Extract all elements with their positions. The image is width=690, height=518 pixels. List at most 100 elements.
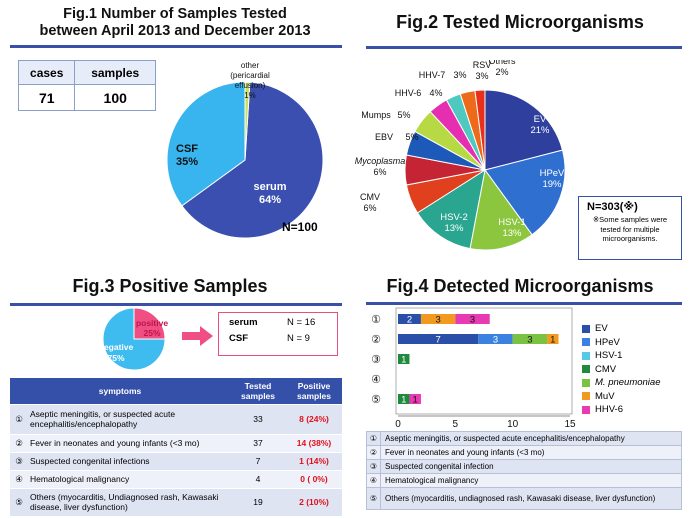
positive-count: 8 (24%) [286, 404, 342, 435]
fig4-legend-item: HHV-6 [582, 403, 660, 417]
fig3-count-row: serum N = 16 [219, 313, 337, 330]
row-number: ① [366, 431, 381, 446]
row-number: ② [10, 434, 26, 453]
fig4-bar-value: 1 [550, 335, 555, 346]
fig2-title: Fig.2 Tested Microorganisms [396, 12, 644, 32]
fig4-tick-label: 5 [453, 419, 459, 430]
fig2-label-ebv: EBV [375, 132, 393, 142]
fig3-pct-negative: 75% [107, 353, 124, 363]
fig4-legend-swatch [582, 338, 590, 347]
positive-count: 1 (14%) [286, 452, 342, 471]
fig4-underline [366, 302, 682, 305]
fig2-pct-hsv-1: 13% [502, 228, 522, 239]
fig2-pct-mycoplasma: 6% [373, 167, 386, 177]
symptom-text: Aseptic meningitis, or suspected acute e… [26, 404, 230, 435]
fig2-label-cmv: CMV [360, 192, 380, 202]
table-row: ② Fever in neonates and young infants (<3… [366, 445, 682, 460]
fig3-slice-positive [133, 307, 166, 340]
fig2-label-mumps: Mumps [361, 110, 391, 120]
table-row: ③ Suspected congenital infection [366, 459, 682, 474]
fig4-bar-value: 7 [435, 335, 440, 346]
fig4-legend-item: EV [582, 322, 660, 336]
positive-count: 2 (10%) [286, 488, 342, 517]
tested-count: 37 [230, 434, 286, 453]
fig2-slice-hsv-1 [469, 168, 533, 251]
fig3-symptoms-table: symptoms Tested samples Positive samples… [10, 378, 342, 517]
fig1-label-other-line2: (pericardial [230, 71, 270, 80]
fig4-bar-cmv [398, 354, 410, 364]
fig3-header-positive: Positive samples [286, 378, 342, 405]
fig2-pct-hhv-6: 4% [429, 88, 442, 98]
fig2-pct-ebv: 5% [405, 132, 418, 142]
fig2-pct-hhv-7: 3% [453, 70, 466, 80]
fig1-header-samples: samples [74, 60, 156, 85]
fig4-legend-label: HSV-1 [595, 350, 623, 362]
fig3-count-value-serum: N = 16 [287, 317, 316, 328]
fig4-legend-item: HPeV [582, 336, 660, 350]
table-row: ③ Suspected congenital infections 7 1 (14%) [10, 452, 342, 471]
fig2-n-label: N=303(※) [587, 201, 638, 213]
fig2-pct-rsv: 3% [475, 71, 488, 81]
table-row: ⑤ Others (myocarditis, Undiagnosed rash, … [10, 488, 342, 517]
row-number: ③ [366, 459, 381, 474]
row-number: ① [10, 404, 26, 435]
tested-count: 7 [230, 452, 286, 471]
fig4-bar-value: 3 [527, 335, 532, 346]
fig4-bar-value: 1 [413, 395, 418, 406]
fig3-count-label-csf: CSF [229, 333, 248, 344]
fig1-n-label: N=100 [282, 220, 318, 234]
fig3-title: Fig.3 Positive Samples [72, 276, 268, 296]
fig2-label-mycoplasma: Mycoplasma [355, 156, 406, 166]
fig4-bar-value: 3 [435, 315, 440, 326]
fig3-header-symptoms: symptoms [10, 378, 230, 405]
table-row: ④ Hematological malignancy 4 0 ( 0%) [10, 470, 342, 489]
fig2-pct-ev: 21% [530, 125, 550, 136]
fig3-count-value-csf: N = 9 [287, 333, 310, 344]
fig2-slice-ev [484, 89, 564, 171]
fig4-legend-label: HPeV [595, 336, 620, 348]
fig1-pct-csf: 35% [176, 156, 198, 168]
fig4-tick-label: 15 [564, 419, 576, 430]
fig3-count-row: CSF N = 9 [219, 330, 337, 346]
symptom-text: Others (myocarditis, Undiagnosed rash, K… [26, 488, 230, 517]
fig1-slice-csf [166, 81, 246, 207]
fig1-title: Fig.1 Number of Samples Tested between A… [10, 6, 340, 40]
symptom-text: Suspected congenital infection [380, 459, 682, 474]
fig2-underline [366, 46, 682, 49]
fig1-slice-serum [181, 81, 324, 239]
fig4-legend-label: CMV [595, 363, 617, 375]
fig2-label-ev: EV [534, 114, 547, 125]
fig1-pct-serum: 64% [259, 194, 281, 206]
fig2-slice-hsv-2 [416, 168, 486, 250]
fig4-symptoms-table: ① Aseptic meningitis, or suspected acute … [366, 431, 682, 510]
fig2-pct-hpev: 19% [542, 179, 562, 190]
fig4-bar-hhv-6 [455, 314, 490, 324]
fig2-note-box: N=303(※) ※Some samples were tested for m… [578, 196, 682, 260]
fig4-plot-frame [395, 307, 573, 415]
fig4-bar-value: 3 [470, 315, 475, 326]
positive-count: 14 (38%) [286, 434, 342, 453]
tested-count: 19 [230, 488, 286, 517]
row-number: ④ [366, 473, 381, 488]
fig3-label-positive: positive [136, 318, 168, 328]
fig1-title-line1: Fig.1 Number of Samples Tested [63, 6, 287, 22]
fig3-header-tested: Tested samples [230, 378, 286, 405]
fig4-legend-label: M. pneumoniae [595, 377, 661, 389]
fig3-count-label-serum: serum [229, 317, 258, 328]
fig1-label-csf: CSF [176, 143, 198, 155]
fig1-label-other: other [241, 61, 260, 70]
fig2-slice-others [474, 89, 486, 171]
fig4-bar-cmv [398, 394, 410, 404]
fig4-bar-ev [398, 314, 421, 324]
fig4-bar-hhv-6 [409, 394, 421, 404]
fig4-legend-item: M. pneumoniae [582, 376, 660, 390]
fig4-legend-item: CMV [582, 363, 660, 377]
fig4-category-label: ② [371, 334, 381, 346]
fig4-legend-item: HSV-1 [582, 349, 660, 363]
fig1-label-serum: serum [253, 181, 286, 193]
fig4-bar-value: 1 [401, 355, 406, 366]
fig4-legend-swatch [582, 324, 590, 333]
